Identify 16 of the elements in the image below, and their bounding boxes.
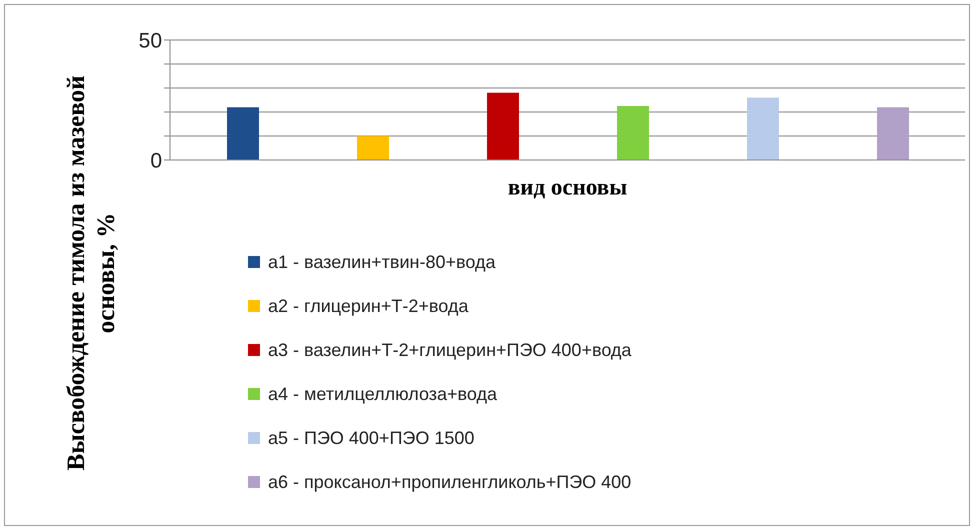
y-tick-label: 50 <box>138 29 162 52</box>
legend-label: а1 - вазелин+твин-80+вода <box>268 252 496 272</box>
y-axis-title: Высвобождение тимола из мазевой основы, % <box>62 74 121 472</box>
legend-label: а4 - метилцеллюлоза+вода <box>268 384 498 404</box>
legend-label: а2 - глицерин+Т-2+вода <box>268 296 468 316</box>
bar <box>487 92 519 160</box>
x-axis-title: вид основы <box>508 174 628 200</box>
legend-label: а6 - проксанол+пропиленгликоль+ПЭО 400 <box>268 472 632 492</box>
legend-label: а5 - ПЭО 400+ПЭО 1500 <box>268 428 474 448</box>
bar <box>357 136 389 160</box>
bar <box>227 107 259 160</box>
y-tick-label: 0 <box>150 149 162 172</box>
bar <box>747 98 779 160</box>
bar <box>617 106 649 160</box>
bar <box>877 107 909 160</box>
legend-label: а3 - вазелин+Т-2+глицерин+ПЭО 400+вода <box>268 340 632 360</box>
